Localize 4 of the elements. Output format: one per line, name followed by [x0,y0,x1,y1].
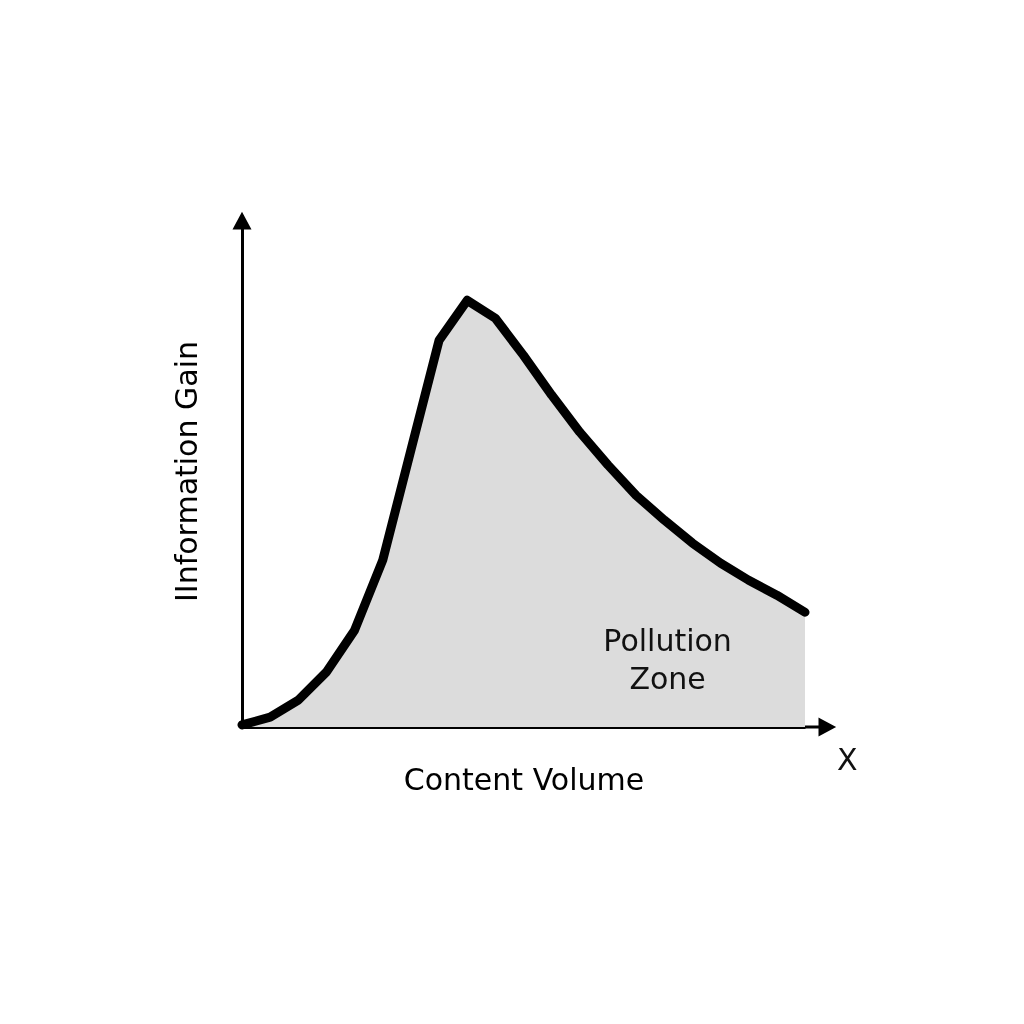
x-axis-title: Content Volume [403,761,645,797]
y-axis-title: IInformation Gain [168,340,204,603]
annotation: Pollution Zone [603,622,732,696]
text: X [836,742,858,778]
